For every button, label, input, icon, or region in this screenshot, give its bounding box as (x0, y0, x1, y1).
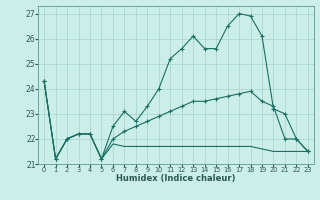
X-axis label: Humidex (Indice chaleur): Humidex (Indice chaleur) (116, 174, 236, 183)
